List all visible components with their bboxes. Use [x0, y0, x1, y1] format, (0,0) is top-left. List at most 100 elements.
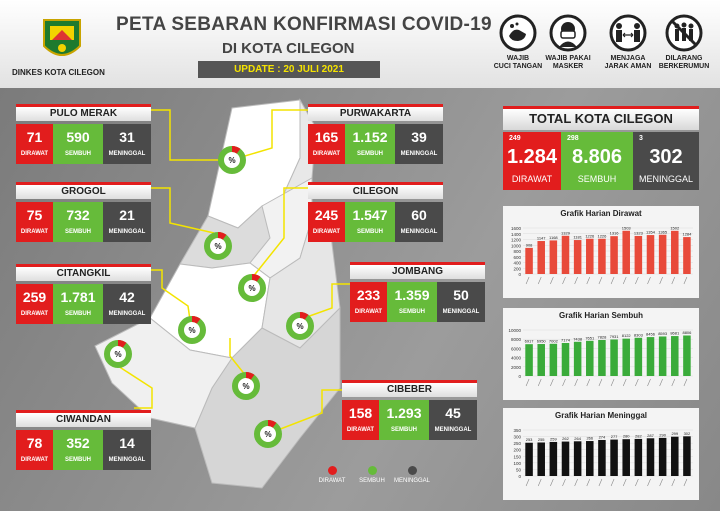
- bar-value-label: 282: [635, 433, 642, 438]
- y-tick-label: 600: [513, 255, 521, 260]
- bar-value-label: 8806: [682, 330, 692, 335]
- sembuh-value: 732: [66, 207, 90, 223]
- y-tick-label: 350: [513, 428, 521, 433]
- bar: [634, 438, 643, 476]
- bar-value-label: 908: [526, 242, 533, 247]
- x-tick-mark: [647, 276, 651, 285]
- donut-marker: %: [254, 420, 282, 448]
- x-tick-mark: [647, 378, 651, 387]
- connector-citangkil: [150, 269, 191, 321]
- district-ciwandan: CIWANDAN 78 DIRAWAT 352 SEMBUH 14 MENINGGAL: [16, 410, 151, 472]
- x-tick-mark: [635, 276, 639, 285]
- connector-purwakarta: [237, 109, 308, 159]
- bar: [586, 238, 594, 274]
- page-title: PETA SEBARAN KONFIRMASI COVID-19: [116, 14, 492, 35]
- bar: [573, 441, 582, 476]
- legend-dot-gray: [407, 466, 417, 475]
- y-tick-label: 200: [513, 448, 521, 453]
- district-name: PULO MERAK: [16, 104, 151, 121]
- district-name: CILEGON: [308, 182, 443, 199]
- city-emblem-icon: [43, 19, 81, 56]
- x-tick-mark: [610, 378, 615, 387]
- meninggal-value: 60: [411, 207, 427, 223]
- y-tick-label: 250: [513, 441, 521, 446]
- donut-percent: %: [264, 430, 271, 439]
- bar-value-label: 255: [538, 437, 545, 442]
- x-tick-mark: [525, 276, 530, 285]
- bar-value-label: 1503: [622, 225, 632, 230]
- bar: [549, 240, 558, 274]
- district-citangkil: CITANGKIL 259 DIRAWAT 1.781 SEMBUH 42 MENIN…: [16, 264, 151, 326]
- x-tick-mark: [598, 378, 603, 387]
- donut-percent: %: [228, 156, 235, 165]
- connector-pulo-merak: [150, 109, 222, 161]
- protocol-mask: WAJIB PAKAI MASKER: [536, 14, 600, 71]
- legend-meninggal: MENINGGAL: [382, 466, 442, 484]
- dirawat-value: 75: [26, 207, 43, 223]
- y-tick-label: 400: [513, 261, 521, 266]
- district-name: JOMBANG: [350, 262, 485, 279]
- donut-marker: %: [238, 274, 266, 302]
- bar: [525, 442, 533, 476]
- district-grogol: GROGOL 75 DIRAWAT 732 SEMBUH 21 MENINGGAL: [16, 182, 151, 244]
- district-name: PURWAKARTA: [308, 104, 443, 121]
- x-tick-mark: [683, 276, 688, 285]
- bar-value-label: 7438: [573, 336, 583, 341]
- dirawat-value: 165: [314, 129, 339, 145]
- chart-title: Grafik Harian Dirawat: [560, 209, 642, 218]
- bar: [525, 344, 533, 376]
- bar-value-label: 1147: [537, 236, 546, 241]
- x-tick-mark: [671, 378, 676, 387]
- bar: [634, 337, 643, 376]
- bar-value-label: 1365: [658, 229, 668, 234]
- meninggal-value: 39: [411, 129, 427, 145]
- donut-marker: %: [178, 316, 206, 344]
- y-tick-label: 1400: [511, 232, 522, 237]
- bar: [610, 236, 618, 274]
- bar-value-label: 6950: [537, 339, 547, 344]
- bar-value-label: 7002: [549, 338, 559, 343]
- dirawat-value: 158: [348, 405, 373, 421]
- bar: [610, 339, 618, 376]
- legend-dot-red: [327, 466, 337, 475]
- donut-percent: %: [242, 382, 249, 391]
- bar: [573, 240, 582, 274]
- y-tick-label: 1000: [511, 243, 522, 248]
- x-tick-mark: [671, 478, 676, 487]
- bar: [658, 234, 667, 274]
- donut-marker: %: [218, 146, 246, 174]
- distance-icon: [609, 14, 647, 52]
- bar: [598, 439, 606, 476]
- donut-percent: %: [188, 326, 195, 335]
- bar: [622, 338, 630, 376]
- bar-value-label: 287: [647, 433, 654, 438]
- bar-value-label: 264: [574, 436, 581, 441]
- meninggal-value: 21: [119, 207, 135, 223]
- dirawat-value: 259: [22, 289, 47, 305]
- update-date: UPDATE : 20 JULI 2021: [198, 61, 380, 78]
- bar-value-label: 7931: [610, 334, 620, 339]
- x-tick-mark: [635, 478, 639, 487]
- sembuh-value: 352: [66, 435, 90, 451]
- x-tick-mark: [562, 478, 566, 487]
- x-tick-mark: [574, 378, 578, 387]
- bar: [658, 336, 667, 376]
- donut-marker: %: [104, 340, 132, 368]
- chart-sembuh: Grafik Harian Sembuh 0 2000 4000 6000 8000 10…: [503, 308, 699, 400]
- bar: [561, 441, 570, 476]
- bar-value-label: 1323: [634, 230, 644, 235]
- district-pulo-merak: PULO MERAK 71 DIRAWAT 590 SEMBUH 31 MENINGG…: [16, 104, 151, 166]
- dirawat-value: 78: [26, 435, 43, 451]
- bar: [586, 441, 594, 476]
- x-tick-mark: [586, 478, 591, 487]
- total-dirawat: 249 1.284 DIRAWAT: [503, 132, 561, 190]
- connector-cilegon: [251, 187, 308, 279]
- bar-value-label: 1284: [682, 232, 692, 237]
- total-meninggal: 3 302 MENINGGAL: [633, 132, 699, 190]
- page-subtitle: DI KOTA CILEGON: [222, 40, 355, 57]
- bar: [537, 344, 545, 376]
- bar: [573, 341, 582, 376]
- y-tick-label: 1600: [511, 226, 522, 231]
- x-tick-mark: [525, 378, 530, 387]
- bar: [646, 235, 655, 274]
